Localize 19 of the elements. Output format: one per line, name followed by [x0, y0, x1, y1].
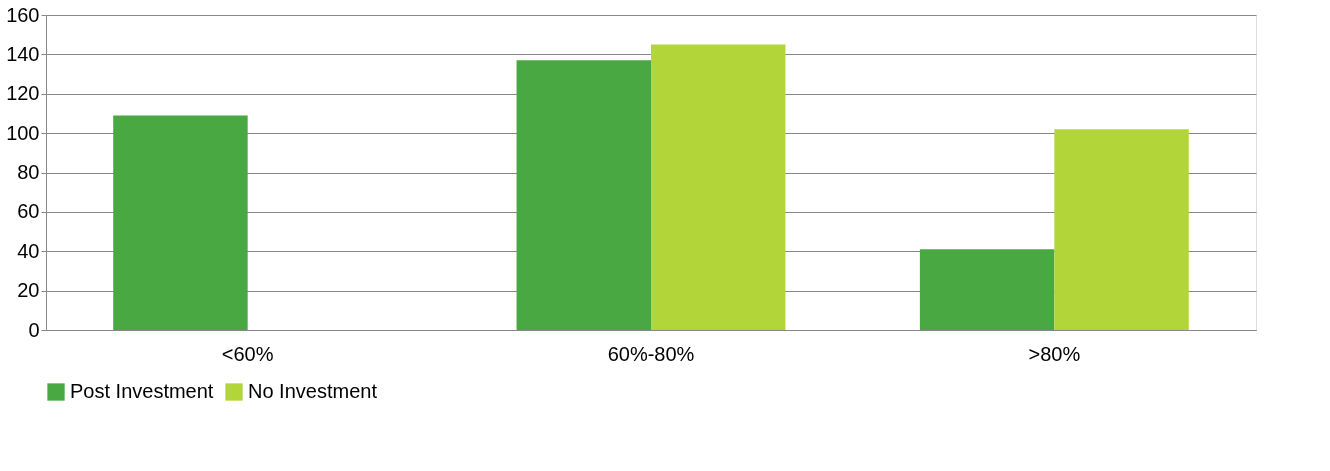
- x-tick-label: >80%: [1028, 342, 1081, 365]
- bar: [651, 44, 786, 330]
- legend-label: No Investment: [248, 380, 378, 402]
- y-tick-label: 160: [6, 3, 40, 26]
- legend-label: Post Investment: [70, 380, 214, 402]
- bar: [1054, 129, 1189, 330]
- y-tick-label: 0: [28, 318, 40, 341]
- y-tick-label: 100: [6, 121, 40, 144]
- y-tick-label: 60: [17, 200, 40, 223]
- bar: [516, 60, 651, 330]
- y-tick-label: 140: [6, 42, 40, 65]
- x-tick-label: 60%-80%: [607, 342, 695, 365]
- y-tick-label: 80: [17, 161, 40, 183]
- bar: [113, 115, 248, 330]
- y-tick-label: 20: [17, 279, 40, 302]
- bar: [919, 249, 1055, 330]
- x-tick-label: <60%: [221, 342, 274, 365]
- y-tick-label: 120: [6, 82, 40, 105]
- y-tick-label: 40: [17, 239, 40, 262]
